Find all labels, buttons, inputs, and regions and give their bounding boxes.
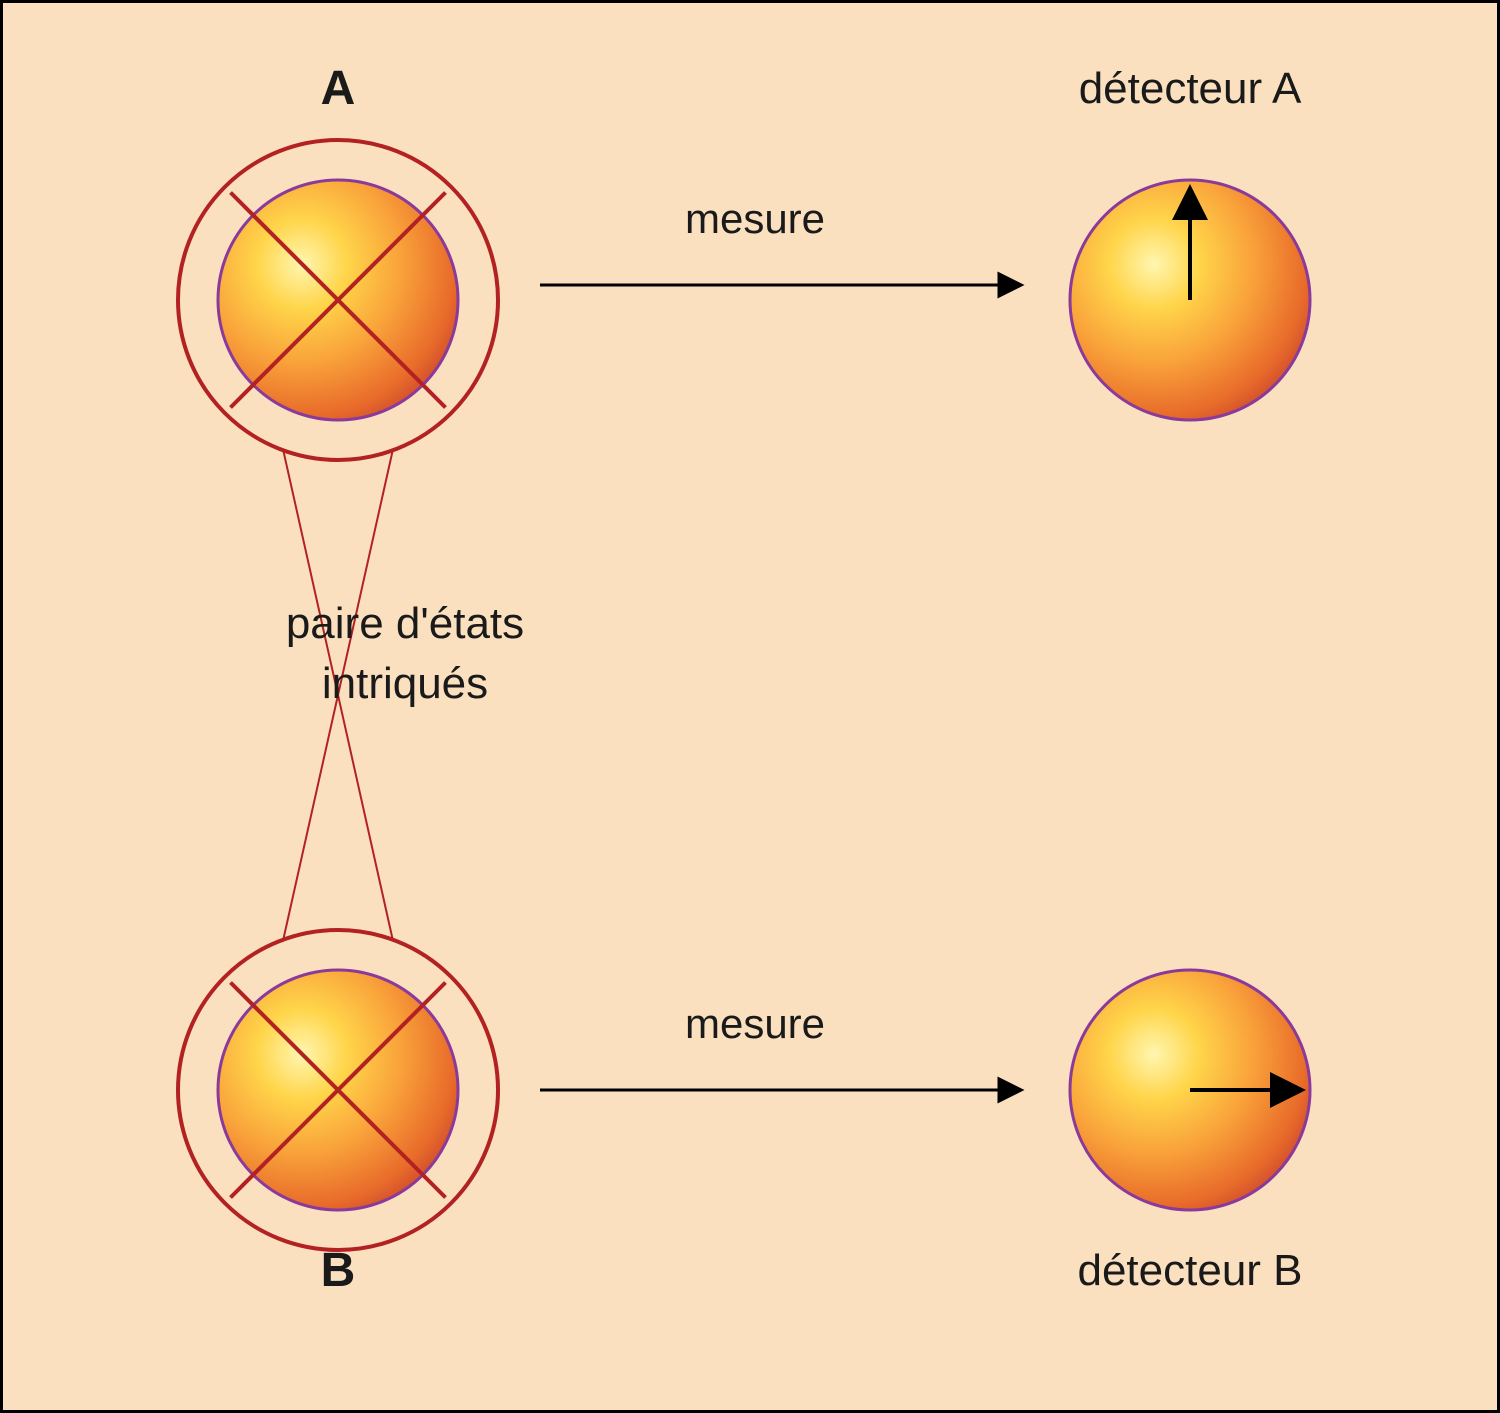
label-particle-b: B <box>138 1243 538 1298</box>
label-mesure-b: mesure <box>555 1000 955 1048</box>
diagram-canvas: A B détecteur A détecteur B paire d'état… <box>0 0 1500 1413</box>
label-particle-a: A <box>138 61 538 116</box>
label-detector-a: détecteur A <box>990 64 1390 114</box>
label-entangled-line2: intriqués <box>205 659 605 709</box>
label-mesure-a: mesure <box>555 195 955 243</box>
label-entangled-line1: paire d'états <box>205 599 605 649</box>
label-detector-b: détecteur B <box>990 1246 1390 1296</box>
